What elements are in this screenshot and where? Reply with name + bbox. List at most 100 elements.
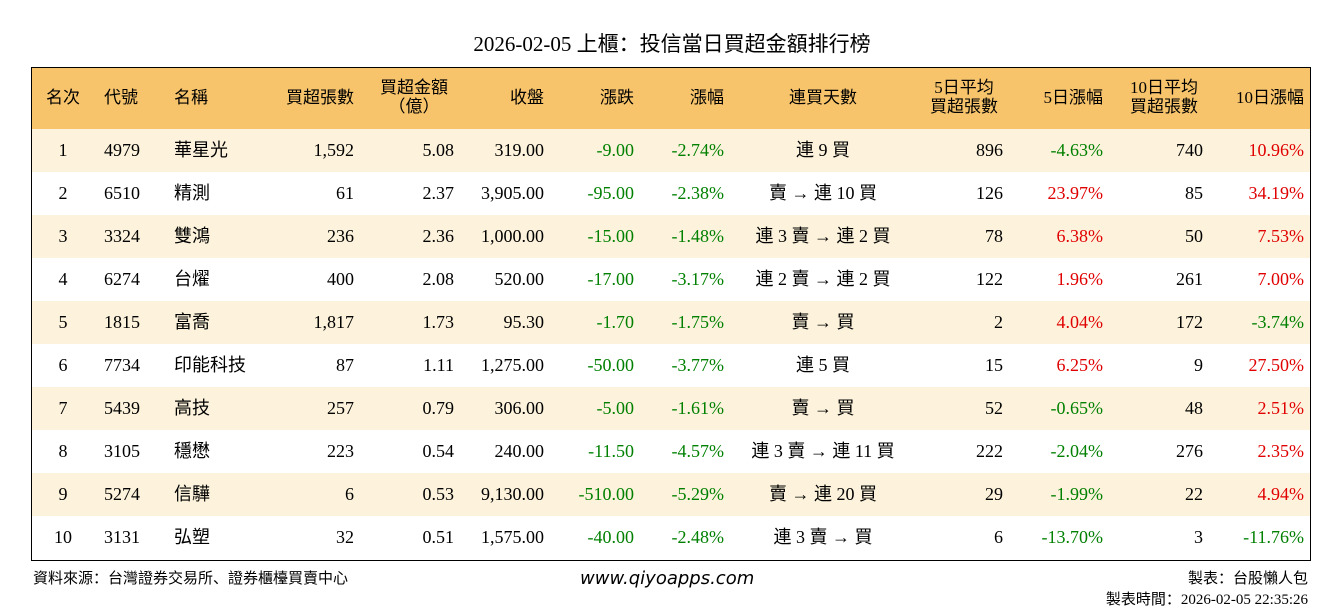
table-cell: 4.94% [1257, 484, 1305, 504]
header-line: 買超張數 [930, 97, 998, 117]
table-cell: 5274 [104, 484, 140, 504]
table-cell: 257 [327, 398, 354, 418]
table-cell: 連 3 賣 → 連 11 買 [751, 441, 895, 461]
header-line: 漲幅 [690, 88, 724, 107]
table-cell: 236 [327, 226, 354, 246]
table-cell: -11.50 [588, 441, 634, 461]
table-cell: 32 [336, 527, 354, 547]
table-cell: 222 [976, 441, 1003, 461]
table-row: 8 3105 穩懋 223 0.54 240.00 -11.50 -4.57% 連 3 賣 → … [32, 430, 1310, 473]
table-cell: 172 [1176, 312, 1203, 332]
header-cell: 收盤 [510, 88, 544, 107]
table-cell: 7.00% [1257, 269, 1305, 289]
table-cell: 306.00 [494, 398, 545, 418]
table-cell: 5439 [104, 398, 140, 418]
table-cell: -11.76% [1243, 527, 1304, 547]
table-cell: 7.53% [1257, 226, 1305, 246]
ranking-table: 名次 代號 名稱 買超張數 買超金額 （億） 收盤 漲跌 漲幅 連買天數 5日平均 買超張數 5日漲幅 1… [31, 67, 1311, 561]
table-cell: 信驊 [174, 484, 210, 504]
table-cell: -1.99% [1050, 484, 1104, 504]
table-cell: -2.74% [671, 140, 725, 160]
table-cell: 34.19% [1248, 183, 1305, 203]
table-cell: 223 [327, 441, 354, 461]
header-line: 5日漲幅 [1043, 88, 1104, 107]
table-cell: 連 2 賣 → 連 2 買 [755, 269, 891, 289]
table-cell: 48 [1185, 398, 1203, 418]
table-cell: 1815 [104, 312, 140, 332]
table-cell: -3.77% [671, 355, 725, 375]
table-cell: -9.00 [596, 140, 635, 160]
table-cell: -2.04% [1050, 441, 1104, 461]
table-cell: 22 [1185, 484, 1203, 504]
table-row: 6 7734 印能科技 87 1.11 1,275.00 -50.00 -3.77% 連 5 買… [32, 344, 1310, 387]
table-cell: 400 [327, 269, 354, 289]
header-cell: 10日平均 買超張數 [1014, 78, 1314, 116]
table-cell: -4.57% [671, 441, 725, 461]
table-cell: 華星光 [174, 140, 228, 160]
table-row: 7 5439 高技 257 0.79 306.00 -5.00 -1.61% 賣 → 買 52 -0… [32, 387, 1310, 430]
table-cell: 1,000.00 [481, 226, 544, 246]
table-cell: -40.00 [587, 527, 635, 547]
table-cell: 3105 [104, 441, 140, 461]
table-cell: 7 [58, 398, 68, 418]
table-cell: -95.00 [587, 183, 635, 203]
table-cell: 276 [1176, 441, 1203, 461]
header-cell: 漲幅 [690, 88, 724, 107]
table-cell: 印能科技 [174, 355, 246, 375]
table-cell: 1,575.00 [481, 527, 544, 547]
table-cell: 6 [345, 484, 354, 504]
table-cell: 賣 → 連 20 買 [769, 484, 877, 504]
table-cell: 126 [976, 183, 1003, 203]
table-cell: -13.70% [1041, 527, 1104, 547]
table-cell: 1 [58, 140, 68, 160]
table-cell: 9 [1194, 355, 1203, 375]
header-cell: 名稱 [174, 88, 208, 107]
table-cell: -1.61% [671, 398, 725, 418]
table-cell: 1.11 [423, 355, 454, 375]
table-cell: -15.00 [587, 226, 635, 246]
table-row: 3 3324 雙鴻 236 2.36 1,000.00 -15.00 -1.48% 連 3 賣 … [32, 215, 1310, 258]
table-cell: 1.73 [422, 312, 455, 332]
table-cell: 50 [1185, 226, 1203, 246]
table-cell: 0.54 [422, 441, 455, 461]
table-cell: 10 [54, 527, 72, 547]
table-cell: 61 [336, 183, 354, 203]
table-cell: -2.38% [671, 183, 725, 203]
title: 2026-02-05 上櫃：投信當日買超金額排行榜 [473, 32, 871, 56]
header-line: 10日平均 [1130, 78, 1198, 97]
table-cell: 4 [58, 269, 68, 289]
table-cell: 6 [994, 527, 1003, 547]
website: www.qiyoapps.com [580, 568, 755, 589]
table-cell: 賣 → 買 [791, 398, 855, 418]
table-row: 10 3131 弘塑 32 0.51 1,575.00 -40.00 -2.48% 連 3 賣 … [32, 516, 1310, 559]
table-cell: -2.48% [671, 527, 725, 547]
table-cell: -510.00 [578, 484, 635, 504]
table-cell: 29 [985, 484, 1003, 504]
table-cell: 8 [58, 441, 68, 461]
table-cell: 2.08 [422, 269, 455, 289]
table-cell: 319.00 [494, 140, 545, 160]
header-line: 名稱 [174, 88, 208, 107]
table-cell: 5 [58, 312, 68, 332]
table-cell: -1.75% [671, 312, 725, 332]
table-cell: 連 9 買 [796, 140, 850, 160]
table-cell: -5.29% [671, 484, 725, 504]
table-cell: 連 3 賣 → 買 [773, 527, 873, 547]
table-cell: 4979 [104, 140, 140, 160]
table-cell: -1.70 [596, 312, 635, 332]
table-cell: 0.79 [422, 398, 455, 418]
header-line: 代號 [104, 88, 138, 107]
table-cell: 27.50% [1248, 355, 1305, 375]
table-cell: 2.36 [422, 226, 455, 246]
table-cell: -1.48% [671, 226, 725, 246]
header-line: 5日平均 [934, 78, 994, 97]
table-cell: 穩懋 [174, 441, 210, 461]
table-cell: 95.30 [503, 312, 545, 332]
header-cell: 5日平均 買超張數 [814, 78, 1114, 116]
table-row: 4 6274 台燿 400 2.08 520.00 -17.00 -3.17% 連 2 賣 → … [32, 258, 1310, 301]
table-cell: -5.00 [596, 398, 635, 418]
table-cell: 6 [58, 355, 68, 375]
table-cell: 6.38% [1056, 226, 1104, 246]
table-cell: 賣 → 連 10 買 [769, 183, 877, 203]
